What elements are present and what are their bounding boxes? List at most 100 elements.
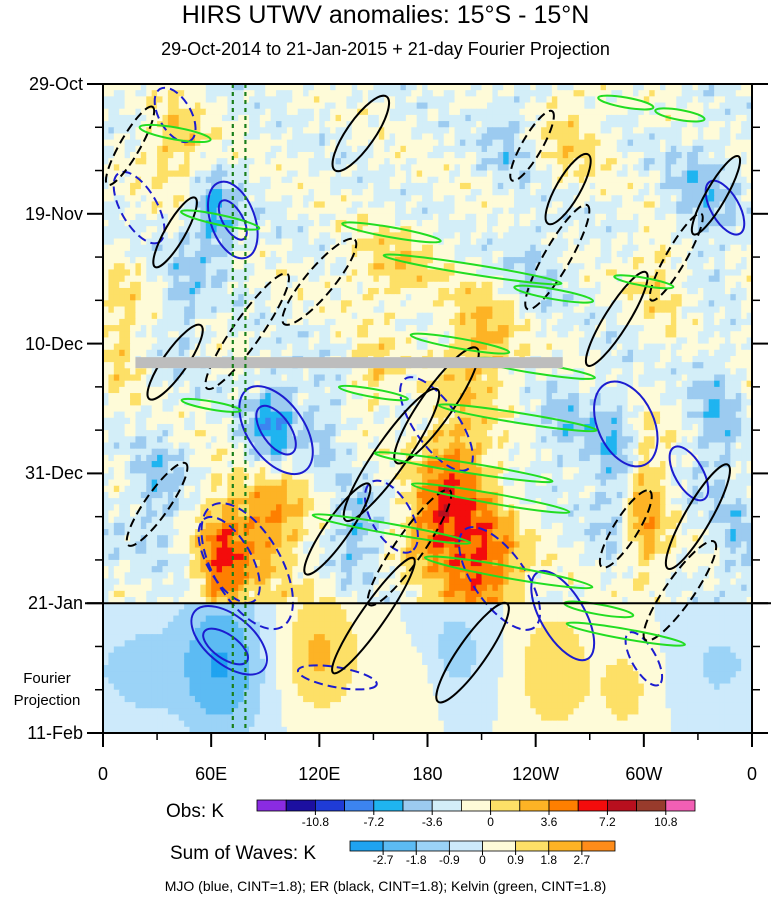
obs-cell — [297, 90, 304, 97]
obs-cell — [373, 114, 380, 122]
obs-cell — [319, 114, 326, 122]
obs-cell — [438, 90, 445, 97]
obs-cell — [416, 102, 423, 110]
obs-cell — [178, 158, 185, 165]
obs-cell — [589, 219, 596, 227]
obs-cell — [184, 195, 191, 203]
obs-cell — [227, 275, 234, 283]
obs-cell — [303, 201, 310, 209]
obs-cell — [611, 318, 618, 326]
obs-cell — [357, 201, 364, 209]
obs-cell — [616, 244, 623, 252]
obs-cell — [184, 201, 191, 209]
obs-cell — [438, 176, 445, 184]
obs-cell — [681, 145, 688, 153]
obs-cell — [654, 90, 661, 97]
obs-cell — [627, 331, 634, 339]
obs-cell — [459, 244, 466, 252]
obs-cell — [357, 337, 364, 345]
obs-cell — [378, 207, 385, 215]
obs-cell — [216, 170, 223, 178]
obs-cell — [497, 182, 504, 190]
obs-cell — [497, 269, 504, 277]
obs-cell — [297, 294, 304, 301]
obs-cell — [481, 238, 488, 246]
obs-cell — [605, 96, 612, 104]
obs-cell — [113, 300, 120, 308]
obs-cell — [362, 151, 369, 159]
obs-cell — [411, 90, 418, 97]
obs-cell — [243, 213, 250, 221]
obs-cell — [443, 151, 450, 159]
obs-cell — [541, 226, 548, 233]
obs-cell — [627, 294, 634, 301]
obs-cell — [730, 189, 737, 196]
obs-cell — [714, 300, 721, 308]
obs-cell — [708, 331, 715, 339]
obs-cell — [286, 337, 293, 345]
obs-cell — [140, 312, 147, 320]
obs-cell — [595, 244, 602, 252]
obs-cell — [167, 176, 174, 184]
obs-cell — [405, 312, 412, 320]
obs-cell — [281, 232, 288, 240]
obs-cell — [281, 182, 288, 190]
obs-cell — [232, 312, 239, 320]
obs-cell — [205, 312, 212, 320]
obs-cell — [200, 114, 207, 122]
obs-cell — [465, 226, 472, 233]
obs-cell — [530, 158, 537, 165]
obs-cell — [270, 226, 277, 233]
obs-cell — [221, 318, 228, 326]
obs-cell — [476, 213, 483, 221]
obs-cell — [265, 176, 272, 184]
obs-cell — [654, 325, 661, 332]
obs-cell — [492, 238, 499, 246]
obs-cell — [124, 164, 131, 172]
obs-cell — [438, 121, 445, 128]
obs-cell — [692, 244, 699, 252]
obs-cell — [227, 287, 234, 295]
obs-cell — [492, 121, 499, 128]
obs-cell — [622, 114, 629, 122]
obs-cell — [205, 318, 212, 326]
obs-cell — [481, 189, 488, 196]
obs-cell — [140, 331, 147, 339]
obs-cell — [622, 300, 629, 308]
obs-cell — [449, 263, 456, 271]
obs-cell — [692, 96, 699, 104]
obs-cell — [562, 195, 569, 203]
obs-cell — [476, 158, 483, 165]
obs-cell — [389, 114, 396, 122]
obs-cell — [173, 219, 180, 227]
obs-cell — [140, 219, 147, 227]
obs-cell — [378, 114, 385, 122]
obs-cell — [357, 84, 364, 91]
obs-cell — [146, 182, 153, 190]
obs-cell — [113, 287, 120, 295]
obs-cell — [254, 287, 261, 295]
obs-cell — [551, 331, 558, 339]
obs-cell — [438, 201, 445, 209]
obs-cell — [232, 275, 239, 283]
obs-cell — [568, 312, 575, 320]
obs-cell — [335, 281, 342, 289]
obs-cell — [297, 269, 304, 277]
obs-cell — [535, 176, 542, 184]
obs-cell — [595, 318, 602, 326]
obs-cell — [557, 269, 564, 277]
obs-cell — [232, 176, 239, 184]
obs-cell — [362, 182, 369, 190]
obs-cell — [113, 331, 120, 339]
obs-cell — [362, 281, 369, 289]
obs-cell — [589, 145, 596, 153]
obs-cell — [427, 145, 434, 153]
obs-cell — [605, 312, 612, 320]
obs-cell — [589, 182, 596, 190]
obs-cell — [486, 164, 493, 172]
obs-cell — [514, 275, 521, 283]
obs-cell — [108, 207, 115, 215]
obs-cell — [286, 189, 293, 196]
obs-cell — [351, 102, 358, 110]
obs-cell — [524, 182, 531, 190]
